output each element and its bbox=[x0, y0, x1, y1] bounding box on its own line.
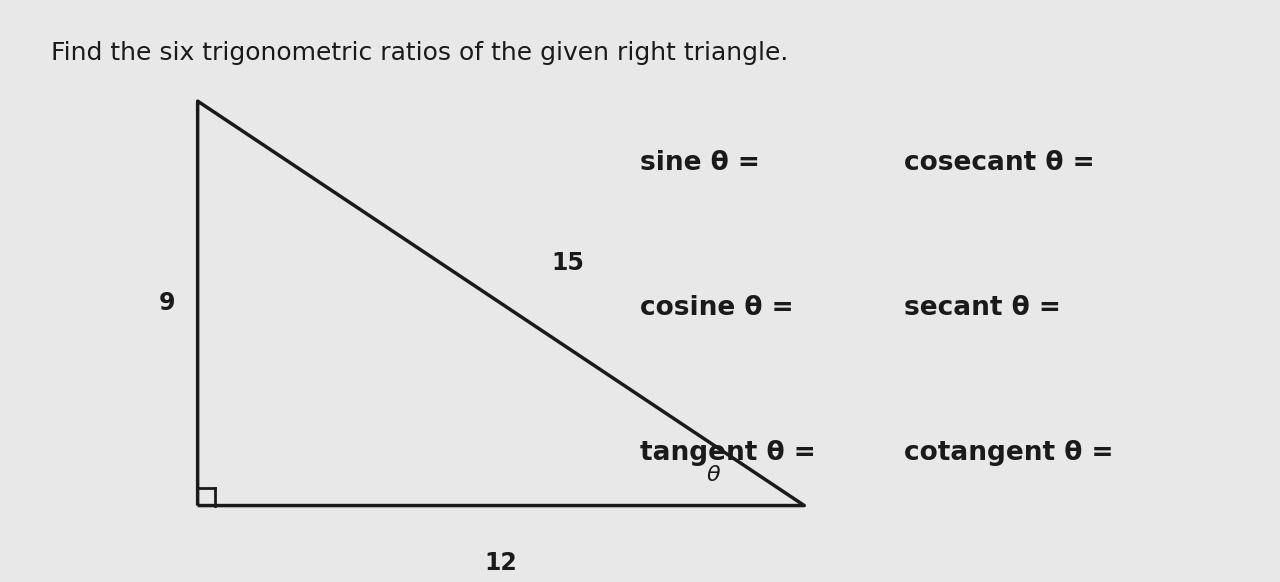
Text: 9: 9 bbox=[159, 292, 175, 315]
Text: θ: θ bbox=[707, 465, 721, 485]
Text: secant θ =: secant θ = bbox=[904, 295, 1061, 321]
Text: Find the six trigonometric ratios of the given right triangle.: Find the six trigonometric ratios of the… bbox=[51, 41, 788, 65]
Text: 15: 15 bbox=[552, 251, 585, 275]
Text: 12: 12 bbox=[485, 551, 517, 575]
Text: cosecant θ =: cosecant θ = bbox=[904, 150, 1094, 176]
Text: sine θ =: sine θ = bbox=[640, 150, 760, 176]
Text: tangent θ =: tangent θ = bbox=[640, 441, 815, 467]
Text: cotangent θ =: cotangent θ = bbox=[904, 441, 1114, 467]
Text: cosine θ =: cosine θ = bbox=[640, 295, 794, 321]
